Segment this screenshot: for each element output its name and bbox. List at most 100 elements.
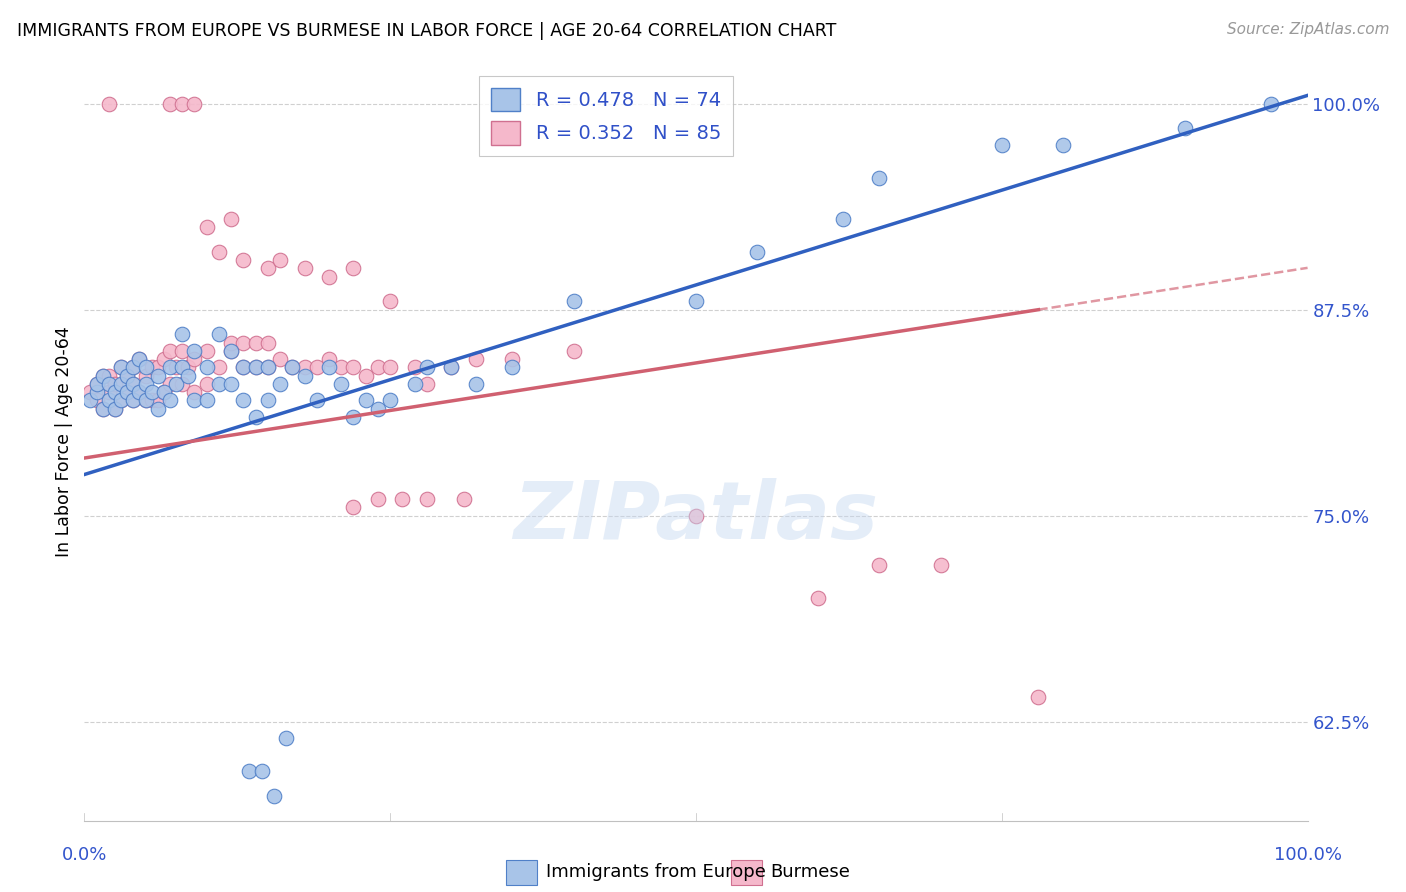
- Point: [416, 376, 439, 391]
- Point: [464, 376, 486, 391]
- Point: [232, 360, 254, 375]
- Point: [159, 343, 181, 358]
- Point: [153, 385, 176, 400]
- Point: [232, 335, 254, 350]
- Point: [146, 368, 169, 383]
- Point: [153, 385, 176, 400]
- Point: [122, 376, 145, 391]
- Point: [257, 335, 280, 350]
- Point: [991, 137, 1014, 152]
- Point: [232, 253, 254, 268]
- Point: [219, 343, 242, 358]
- Point: [380, 294, 402, 309]
- Point: [342, 360, 364, 375]
- Point: [257, 261, 280, 276]
- Point: [91, 401, 114, 416]
- Text: 100.0%: 100.0%: [1274, 846, 1341, 863]
- Point: [263, 789, 285, 803]
- Point: [219, 212, 242, 227]
- Point: [367, 492, 389, 507]
- Point: [318, 360, 340, 375]
- Point: [257, 360, 280, 375]
- Point: [562, 294, 585, 309]
- Point: [165, 376, 187, 391]
- Point: [1174, 121, 1197, 136]
- Point: [354, 393, 377, 408]
- Point: [318, 269, 340, 284]
- Point: [135, 368, 157, 383]
- Point: [208, 327, 231, 342]
- Point: [177, 368, 200, 383]
- Point: [115, 368, 138, 383]
- Point: [342, 409, 364, 424]
- Point: [110, 393, 132, 408]
- Point: [146, 393, 169, 408]
- Point: [269, 253, 291, 268]
- Point: [86, 393, 108, 408]
- Point: [685, 508, 707, 523]
- Point: [281, 360, 304, 375]
- Point: [104, 385, 127, 400]
- Point: [416, 492, 439, 507]
- Point: [146, 401, 169, 416]
- Point: [929, 558, 952, 573]
- Point: [177, 360, 200, 375]
- Point: [172, 360, 194, 375]
- Point: [318, 352, 340, 367]
- Point: [257, 393, 280, 408]
- Point: [97, 393, 120, 408]
- Point: [219, 343, 242, 358]
- Point: [172, 343, 194, 358]
- Point: [86, 385, 108, 400]
- Point: [195, 360, 218, 375]
- Point: [128, 385, 150, 400]
- Point: [232, 360, 254, 375]
- Point: [135, 393, 157, 408]
- Point: [342, 500, 364, 515]
- Point: [404, 376, 426, 391]
- Point: [245, 360, 267, 375]
- Point: [86, 376, 108, 391]
- Point: [195, 376, 218, 391]
- Point: [294, 261, 316, 276]
- Point: [245, 335, 267, 350]
- Point: [110, 393, 132, 408]
- Point: [416, 360, 439, 375]
- Text: Immigrants from Europe: Immigrants from Europe: [546, 863, 765, 881]
- Point: [104, 401, 127, 416]
- Point: [747, 244, 769, 259]
- Point: [305, 393, 328, 408]
- Point: [238, 764, 260, 779]
- Point: [159, 393, 181, 408]
- Point: [183, 385, 205, 400]
- Point: [391, 492, 413, 507]
- Point: [115, 368, 138, 383]
- Point: [141, 385, 163, 400]
- Point: [342, 261, 364, 276]
- Point: [219, 376, 242, 391]
- Point: [183, 393, 205, 408]
- Point: [91, 368, 114, 383]
- Point: [195, 393, 218, 408]
- Point: [330, 360, 353, 375]
- Point: [141, 360, 163, 375]
- Point: [269, 352, 291, 367]
- Point: [110, 360, 132, 375]
- Point: [562, 343, 585, 358]
- Point: [86, 376, 108, 391]
- Point: [269, 376, 291, 391]
- Text: IMMIGRANTS FROM EUROPE VS BURMESE IN LABOR FORCE | AGE 20-64 CORRELATION CHART: IMMIGRANTS FROM EUROPE VS BURMESE IN LAB…: [17, 22, 837, 40]
- Text: ZIPatlas: ZIPatlas: [513, 478, 879, 557]
- Point: [195, 220, 218, 235]
- Point: [869, 170, 891, 185]
- Point: [685, 294, 707, 309]
- Point: [122, 360, 145, 375]
- Point: [128, 352, 150, 367]
- Point: [104, 376, 127, 391]
- Point: [104, 401, 127, 416]
- Point: [257, 360, 280, 375]
- Point: [208, 244, 231, 259]
- Point: [115, 385, 138, 400]
- Point: [159, 360, 181, 375]
- Point: [122, 393, 145, 408]
